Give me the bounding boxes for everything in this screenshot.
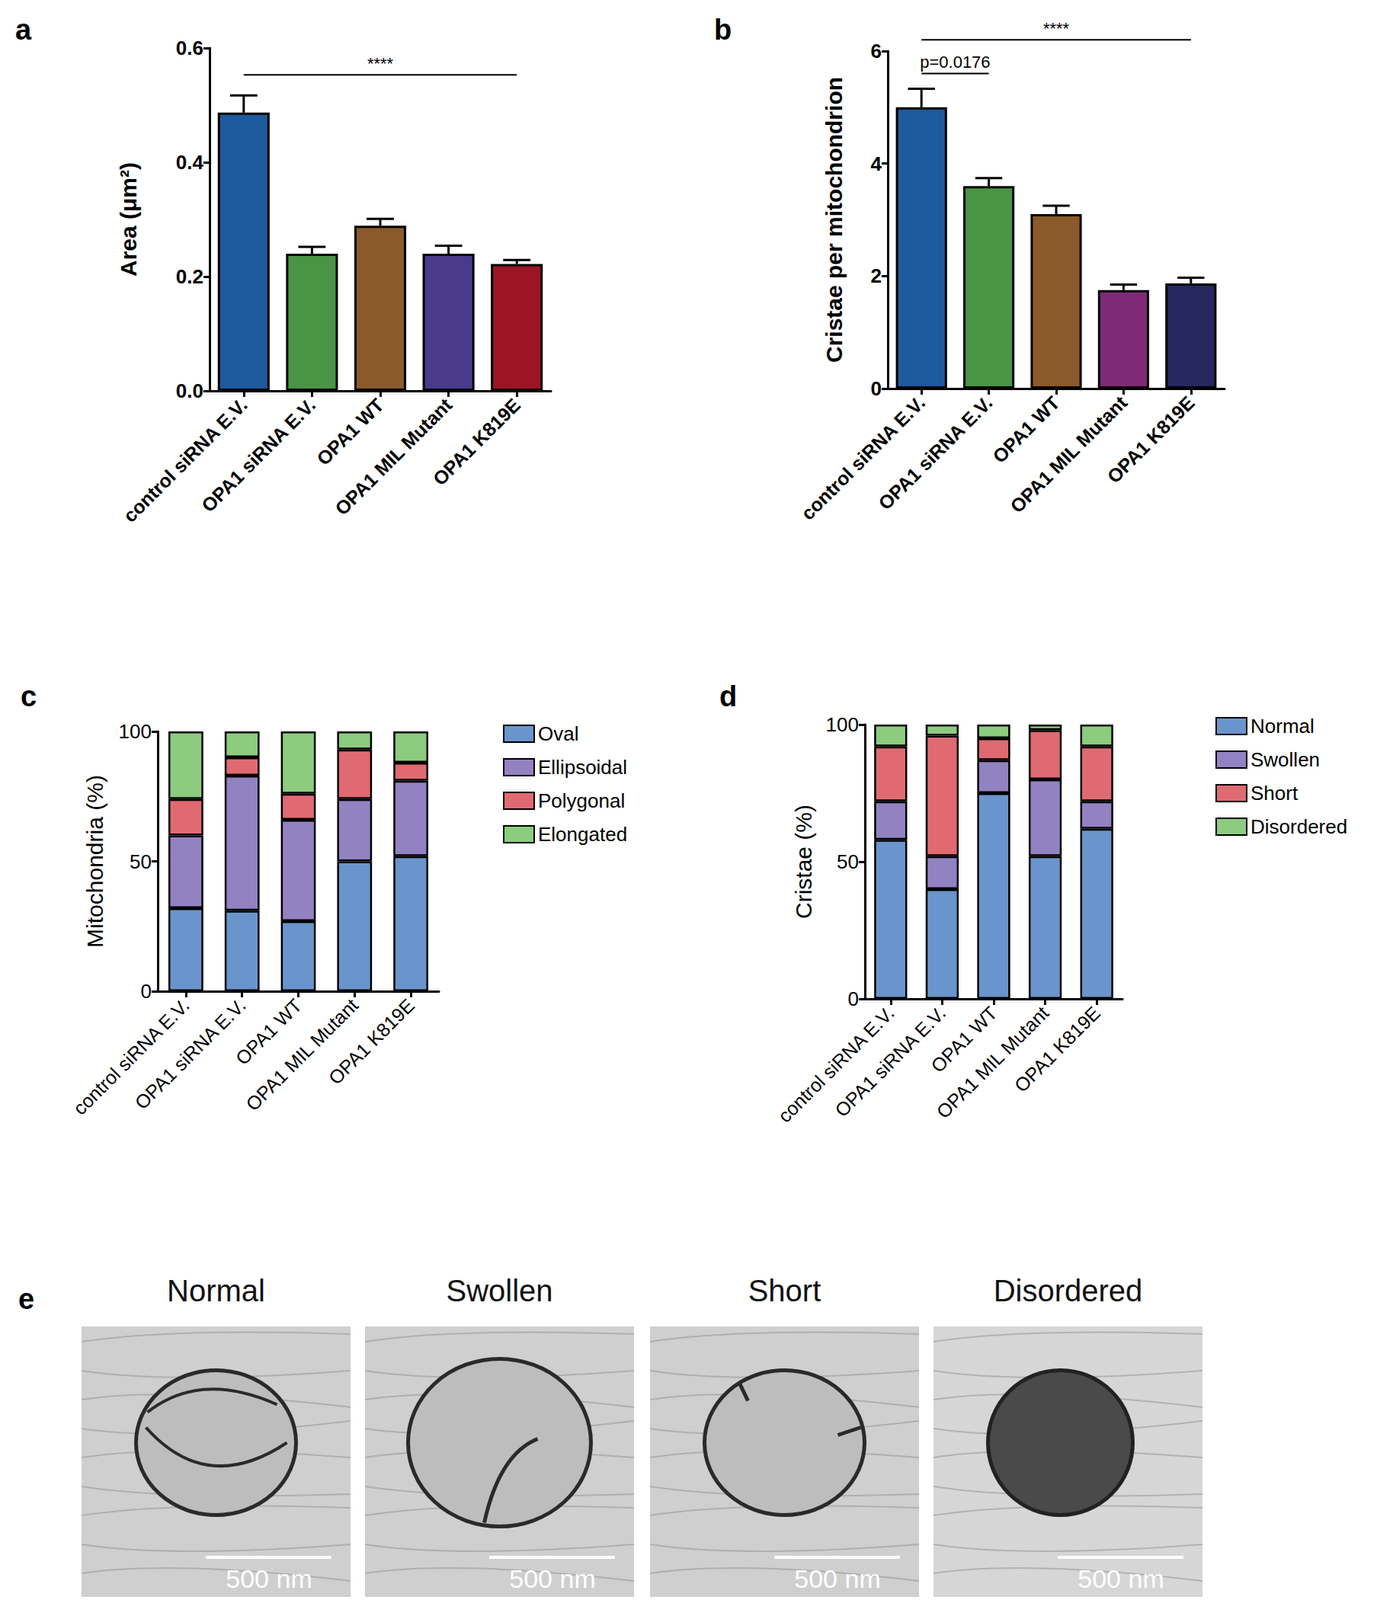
svg-text:e: e [18,1283,35,1316]
svg-text:a: a [15,13,33,46]
svg-text:Disordered: Disordered [993,1274,1144,1308]
svg-text:Mitochondria (%): Mitochondria (%) [82,774,108,948]
svg-text:Swollen: Swollen [445,1274,553,1308]
svg-text:Area (μm²): Area (μm²) [115,162,141,277]
svg-text:Polygonal: Polygonal [537,789,625,813]
svg-text:Elongated: Elongated [537,822,628,846]
svg-text:OPA1 WT: OPA1 WT [231,994,306,1070]
svg-text:500 nm: 500 nm [509,1564,596,1594]
svg-text:OPA1 K819E: OPA1 K819E [1010,1002,1105,1097]
svg-text:OPA1 K819E: OPA1 K819E [323,994,419,1089]
svg-text:OPA1 siRNA E.V.: OPA1 siRNA E.V. [874,391,997,515]
svg-text:OPA1 siRNA E.V.: OPA1 siRNA E.V. [197,393,321,517]
svg-text:c: c [20,680,37,713]
svg-text:Ellipsoidal: Ellipsoidal [537,755,628,779]
svg-text:Disordered: Disordered [1250,815,1348,839]
svg-text:4: 4 [871,152,883,176]
svg-text:control siRNA E.V.: control siRNA E.V. [118,393,252,527]
svg-text:0: 0 [140,979,152,1003]
svg-text:OPA1 WT: OPA1 WT [312,394,388,470]
svg-text:d: d [719,680,737,713]
svg-text:2: 2 [871,264,882,288]
svg-text:OPA1 MIL Mutant: OPA1 MIL Mutant [932,1002,1053,1123]
svg-text:Short: Short [748,1274,822,1308]
svg-text:50: 50 [836,850,859,874]
svg-text:500 nm: 500 nm [225,1564,312,1594]
svg-text:p=0.0176: p=0.0176 [919,52,990,72]
svg-text:control siRNA E.V.: control siRNA E.V. [773,1002,899,1127]
svg-text:control siRNA E.V.: control siRNA E.V. [68,994,194,1120]
svg-text:Normal: Normal [1250,714,1315,738]
svg-text:0.0: 0.0 [176,379,204,403]
svg-text:****: **** [1043,19,1070,39]
svg-text:OPA1 siRNA E.V.: OPA1 siRNA E.V. [830,1002,950,1122]
svg-text:OPA1 WT: OPA1 WT [988,391,1064,468]
svg-text:Cristae per mitochondrion: Cristae per mitochondrion [821,76,847,363]
svg-text:0: 0 [871,377,882,401]
svg-text:OPA1 K819E: OPA1 K819E [1102,391,1199,488]
svg-text:0.6: 0.6 [176,36,204,60]
svg-text:Oval: Oval [537,722,579,746]
svg-text:Cristae (%): Cristae (%) [790,804,817,920]
svg-text:OPA1 WT: OPA1 WT [926,1002,1002,1077]
svg-text:OPA1 MIL Mutant: OPA1 MIL Mutant [1005,391,1132,518]
svg-text:OPA1 K819E: OPA1 K819E [429,393,526,490]
svg-text:50: 50 [129,850,152,874]
svg-text:100: 100 [118,720,152,743]
svg-text:b: b [714,13,732,46]
svg-text:OPA1 MIL Mutant: OPA1 MIL Mutant [241,994,363,1116]
svg-text:0: 0 [848,987,859,1011]
svg-text:Normal: Normal [166,1274,266,1308]
svg-text:500 nm: 500 nm [794,1564,881,1594]
svg-text:0.4: 0.4 [176,150,205,174]
svg-text:control siRNA E.V.: control siRNA E.V. [796,391,929,525]
svg-text:OPA1 siRNA E.V.: OPA1 siRNA E.V. [130,994,250,1114]
svg-text:0.2: 0.2 [176,265,204,289]
svg-text:Short: Short [1250,781,1299,805]
svg-text:****: **** [367,54,394,74]
svg-text:500 nm: 500 nm [1077,1564,1164,1594]
svg-text:100: 100 [826,713,859,737]
svg-text:6: 6 [871,39,882,63]
svg-text:OPA1 MIL Mutant: OPA1 MIL Mutant [330,393,457,520]
svg-text:Swollen: Swollen [1250,748,1320,772]
